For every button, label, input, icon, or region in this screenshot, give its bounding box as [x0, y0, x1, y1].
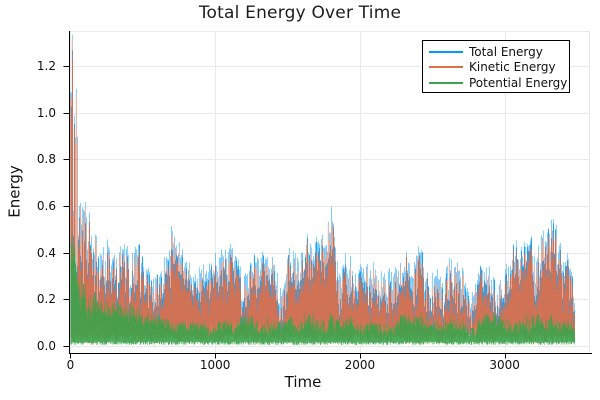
legend-label-potential: Potential Energy [469, 75, 568, 90]
legend-label-total: Total Energy [469, 44, 543, 59]
y-tick-label: 0.4 [36, 245, 56, 260]
y-tick-label: 1.0 [36, 105, 56, 120]
legend: Total Energy Kinetic Energy Potential En… [422, 40, 570, 93]
y-tick-label: 0.2 [36, 292, 56, 307]
y-tick-label: 0.6 [36, 199, 56, 213]
total-energy-line-sample [429, 50, 463, 53]
x-axis-label: Time [284, 373, 322, 391]
kinetic-energy-line-sample [429, 66, 463, 69]
x-tick-label: 3000 [489, 358, 520, 372]
y-tick-label: 0.0 [36, 339, 56, 353]
x-tick-label: 1000 [199, 358, 231, 372]
chart-title: Total Energy Over Time [198, 3, 402, 23]
legend-item-kinetic: Kinetic Energy [423, 60, 569, 76]
y-tick-label: 1.2 [36, 59, 56, 73]
potential-energy-line-sample [429, 81, 463, 84]
y-tick-label: 0.8 [36, 152, 56, 167]
x-tick-label: 0 [66, 358, 75, 372]
legend-label-kinetic: Kinetic Energy [469, 60, 556, 75]
legend-item-potential: Potential Energy [423, 75, 569, 91]
legend-item-total: Total Energy [423, 44, 569, 60]
x-tick-label: 2000 [344, 358, 376, 372]
